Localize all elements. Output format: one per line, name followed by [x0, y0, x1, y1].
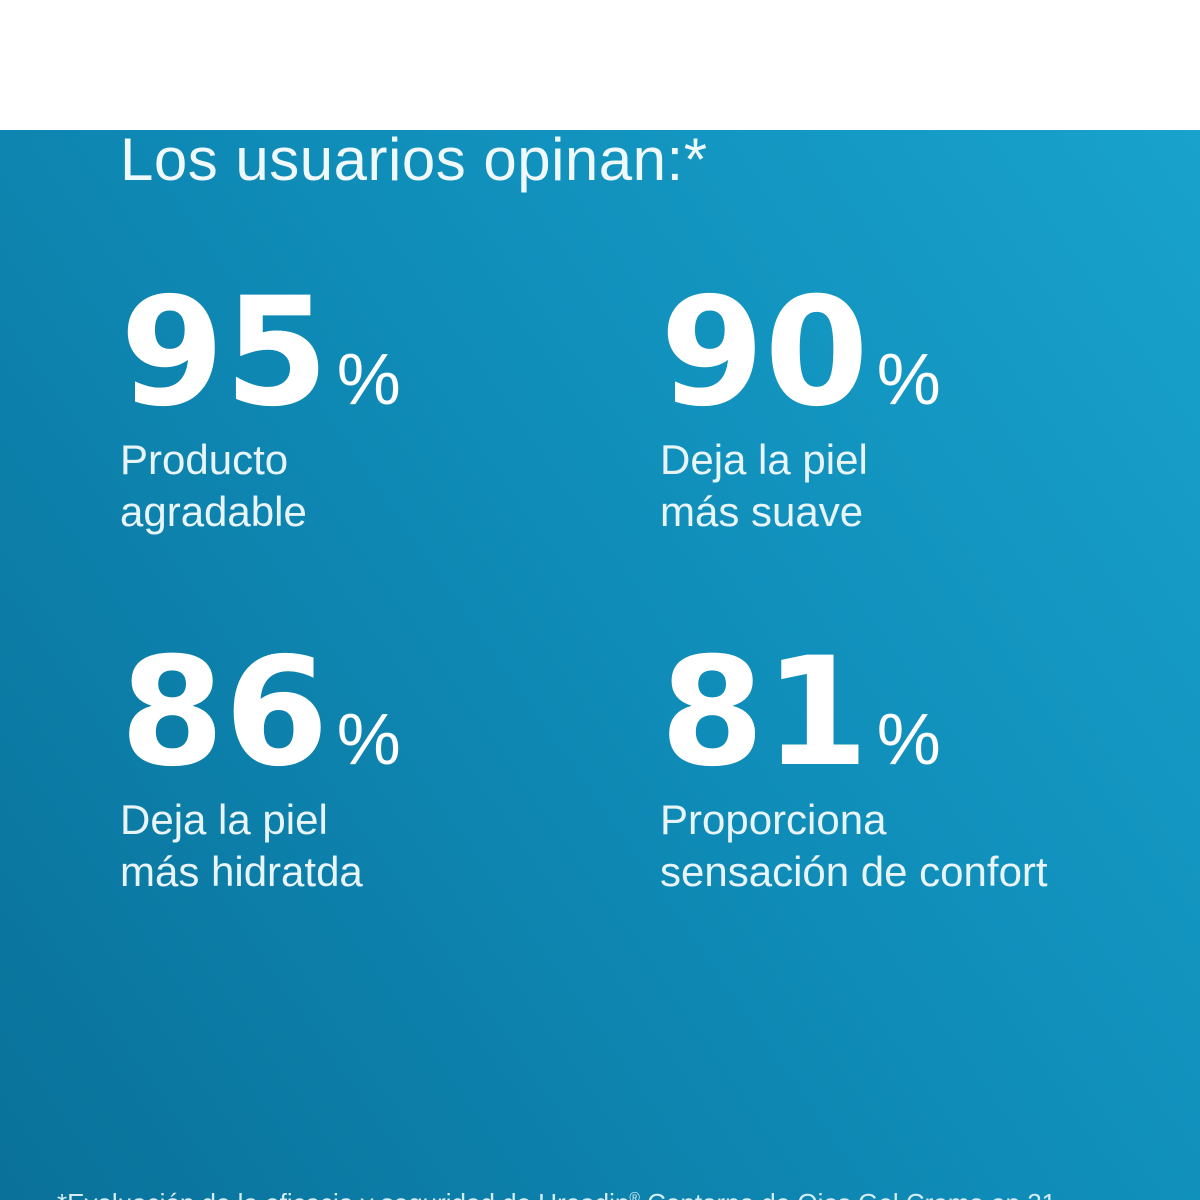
stat-producto-agradable: 95% Producto agradable	[120, 278, 660, 538]
stat-number: 81	[660, 626, 869, 800]
stat-label: Deja la piel más suave	[660, 436, 868, 535]
percent-sign: %	[336, 700, 401, 780]
percent-sign: %	[876, 340, 941, 420]
registered-trademark-symbol: ®	[629, 1190, 640, 1200]
page-title: Los usuarios opinan:*	[120, 126, 708, 193]
stat-value: 81%	[660, 638, 1140, 788]
stat-sensacion-confort: 81% Proporciona sensación de confort	[660, 638, 1140, 898]
stat-piel-mas-hidratada: 86% Deja la piel más hidratda	[120, 638, 660, 898]
stat-label: Producto agradable	[120, 436, 307, 535]
stats-grid: 95% Producto agradable 90% Deja la piel …	[120, 278, 1140, 898]
percent-sign: %	[336, 340, 401, 420]
percent-sign: %	[876, 700, 941, 780]
stat-label: Deja la piel más hidratda	[120, 796, 363, 895]
stat-piel-mas-suave: 90% Deja la piel más suave	[660, 278, 1140, 538]
stat-number: 86	[120, 626, 329, 800]
stat-value: 95%	[120, 278, 660, 428]
infographic-poster: Los usuarios opinan:* 95% Producto agrad…	[0, 130, 1200, 1200]
stat-label: Proporciona sensación de confort	[660, 796, 1048, 895]
stat-number: 90	[660, 266, 869, 440]
footnote: *Evaluación de la eficacia y seguridad d…	[57, 1188, 1145, 1200]
footnote-text-start: *Evaluación de la eficacia y seguridad d…	[57, 1188, 629, 1200]
footnote-text-end: Contorno de Ojos Gel Crema en 21 sujetos…	[57, 1188, 1134, 1200]
stat-number: 95	[120, 266, 329, 440]
stat-value: 86%	[120, 638, 660, 788]
stat-value: 90%	[660, 278, 1140, 428]
